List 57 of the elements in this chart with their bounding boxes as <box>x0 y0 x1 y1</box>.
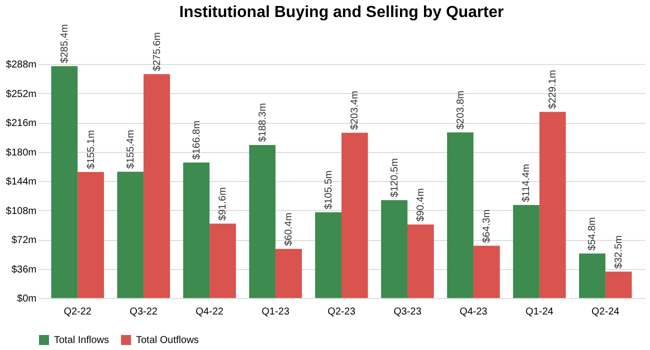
data-label: $275.6m <box>152 32 163 72</box>
bar <box>210 224 236 298</box>
data-label: $105.5m <box>323 170 334 210</box>
x-tick-label: Q1-23 <box>262 306 290 318</box>
y-tick-label: $108m <box>6 206 36 217</box>
x-tick-label: Q4-22 <box>196 306 224 318</box>
data-label: $155.4m <box>125 130 136 169</box>
data-label: $188.3m <box>257 103 268 142</box>
bar <box>407 224 434 298</box>
data-label: $64.3m <box>482 209 493 243</box>
x-tick-label: Q2-23 <box>328 306 356 318</box>
data-label: $120.5m <box>389 158 400 198</box>
x-tick-label: Q1-24 <box>526 306 554 318</box>
bar <box>539 112 566 298</box>
legend-label: Total Inflows <box>54 335 110 346</box>
data-label: $155.1m <box>86 130 97 169</box>
bar <box>342 132 368 298</box>
chart-title: Institutional Buying and Selling by Quarter <box>179 4 504 22</box>
bar <box>381 200 408 298</box>
data-label: $229.1m <box>548 70 559 109</box>
y-tick-label: $180m <box>6 147 36 158</box>
y-tick-label: $144m <box>6 176 36 188</box>
x-tick-label: Q4-23 <box>460 306 488 318</box>
legend-label: Total Outflows <box>136 335 199 346</box>
y-tick-label: $72m <box>11 235 36 246</box>
bar <box>78 172 104 298</box>
bar <box>315 212 342 298</box>
data-label: $32.5m <box>614 235 625 269</box>
x-tick-label: Q3-22 <box>130 306 158 318</box>
data-label: $91.6m <box>218 187 229 221</box>
data-label: $60.4m <box>284 212 295 246</box>
bar <box>276 248 302 298</box>
data-label: $285.4m <box>59 24 70 64</box>
bar <box>249 145 276 298</box>
bar <box>117 172 144 298</box>
bar <box>447 132 474 298</box>
bar <box>605 272 632 298</box>
bar <box>473 246 500 298</box>
y-tick-label: $36m <box>11 264 36 276</box>
bar <box>513 205 540 298</box>
data-label: $90.4m <box>416 188 427 222</box>
data-label: $114.4m <box>521 164 532 202</box>
y-tick-label: $216m <box>6 118 36 129</box>
data-label: $166.8m <box>191 120 202 160</box>
data-label: $54.8m <box>587 217 598 250</box>
x-tick-label: Q3-23 <box>394 306 422 318</box>
bar <box>579 253 606 298</box>
bar <box>183 162 210 298</box>
x-tick-label: Q2-22 <box>64 306 92 318</box>
bar <box>51 66 78 298</box>
y-tick-label: $288m <box>6 60 36 70</box>
data-label: $203.4m <box>350 90 361 130</box>
bar <box>144 74 170 298</box>
y-tick-label: $0m <box>17 294 36 304</box>
x-tick-label: Q2-24 <box>592 306 620 318</box>
data-label: $203.8m <box>455 90 466 130</box>
y-tick-label: $252m <box>6 88 36 100</box>
